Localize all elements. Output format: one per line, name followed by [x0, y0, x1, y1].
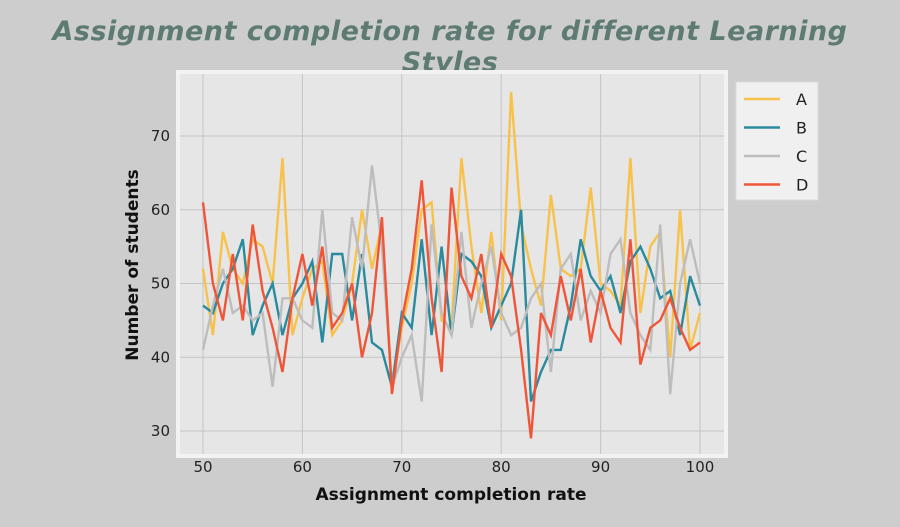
y-tick-label: 60: [151, 201, 170, 219]
legend-label-c: C: [796, 147, 807, 166]
x-tick-label: 70: [392, 458, 411, 476]
legend-label-b: B: [796, 119, 807, 138]
tick-labels: 50 60 70 80 90 100 30 40 50 60 70: [151, 127, 714, 476]
legend-box: [735, 81, 819, 201]
y-tick-label: 30: [151, 422, 170, 440]
series-line-d: [201, 180, 701, 439]
y-tick-label: 70: [151, 127, 170, 145]
x-tick-label: 100: [686, 458, 715, 476]
y-axis-label: Number of students: [123, 169, 143, 360]
x-tick-label: 60: [293, 458, 312, 476]
x-tick-label: 80: [492, 458, 511, 476]
chart-title: Assignment completion rate for different…: [52, 16, 848, 78]
x-axis-label: Assignment completion rate: [315, 485, 586, 505]
x-tick-label: 90: [591, 458, 610, 476]
y-tick-label: 50: [151, 275, 170, 293]
legend-label-a: A: [796, 90, 807, 109]
series-lines: [201, 91, 702, 439]
y-tick-label: 40: [151, 348, 170, 366]
grid: [180, 74, 724, 454]
legend-label-d: D: [796, 176, 808, 195]
plot-area: [180, 74, 724, 454]
x-tick-label: 50: [193, 458, 212, 476]
series-line-c: [201, 165, 702, 402]
